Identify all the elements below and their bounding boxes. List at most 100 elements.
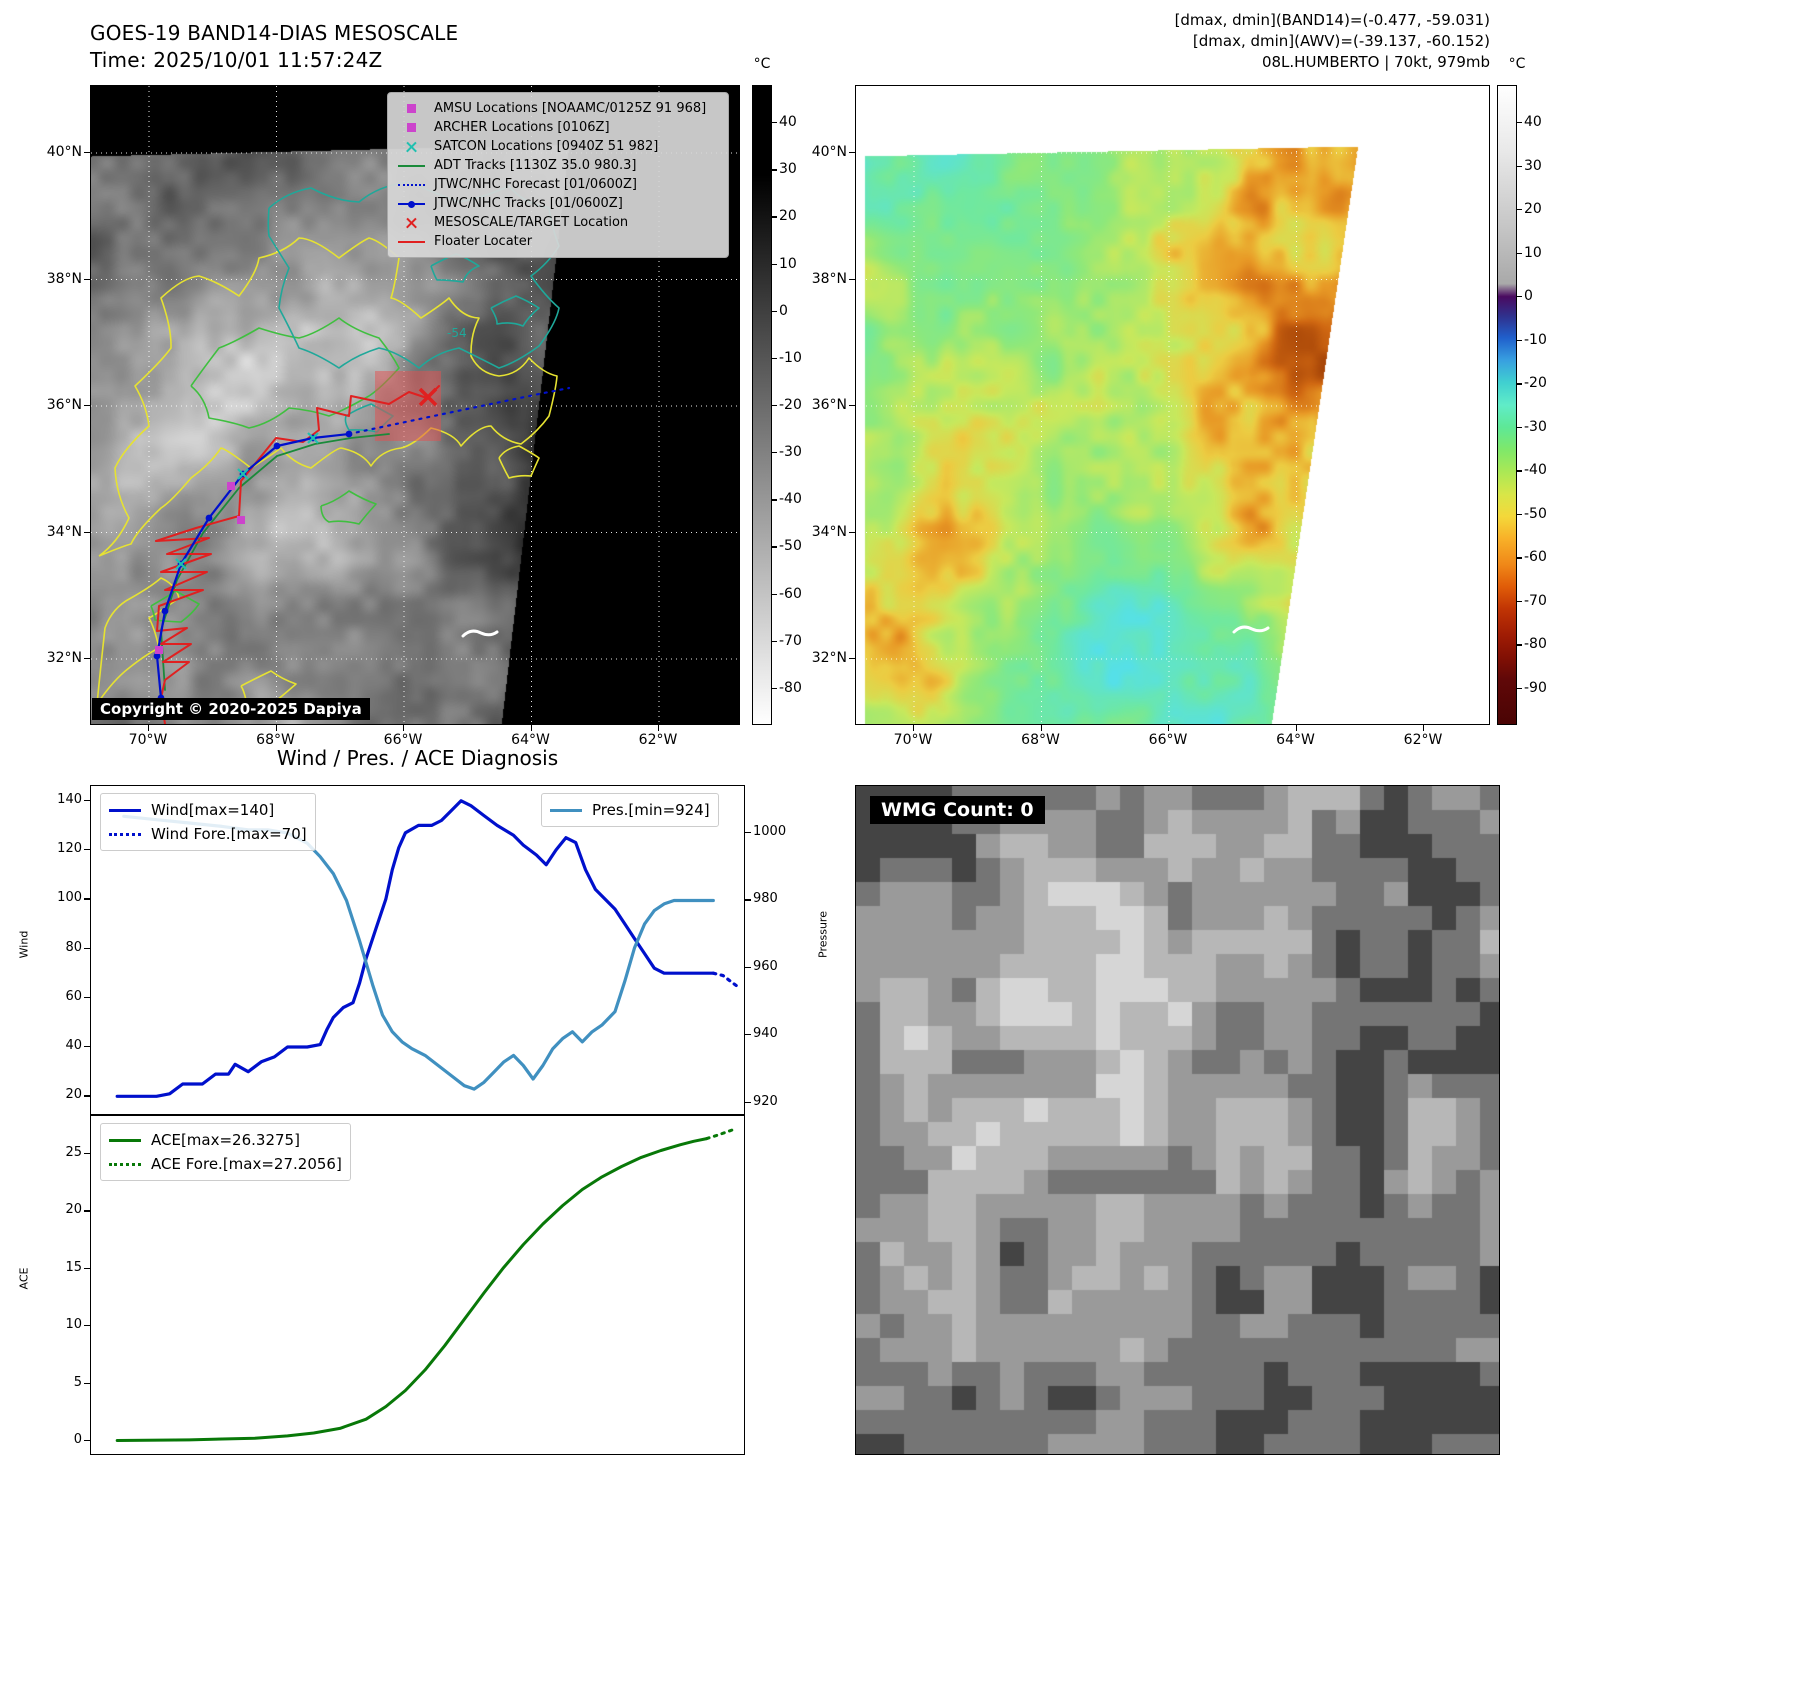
wmg-panel: WMG Count: 0 (855, 785, 1500, 1455)
axis-tick-mark (1517, 687, 1522, 690)
series-line (705, 1127, 738, 1141)
teal-contour (430, 253, 480, 283)
wind-legend: Wind[max=140] Wind Fore.[max=70] (100, 793, 316, 851)
axis-tick-mark (772, 263, 777, 265)
yellow-contour (240, 670, 297, 702)
colorbar-tick-label: -50 (779, 538, 802, 555)
axis-tick-mark (772, 357, 777, 360)
lat-tick-label: 32°N (811, 650, 847, 666)
lon-tick-label: 68°W (1021, 732, 1060, 748)
series-line (122, 814, 715, 1091)
colorbar-tick-label: -30 (1524, 418, 1547, 435)
mesoscale-target-box (375, 371, 441, 441)
jtwc-track-point (273, 442, 281, 450)
legend-item-label: SATCON Locations [0940Z 51 982] (434, 139, 659, 154)
axis-tick-mark (745, 966, 751, 969)
series-line (115, 1137, 709, 1442)
axis-tick-mark (849, 152, 855, 154)
colorbar-tick-label: -40 (1524, 462, 1547, 479)
white-cloud-mark (1232, 625, 1270, 634)
legend-item: Pres.[min=924] (550, 798, 710, 822)
legend-item: ACE[max=26.3275] (109, 1128, 342, 1152)
band14-colorbar (752, 85, 772, 725)
colorbar-tick-label: -10 (779, 349, 802, 366)
axis-tick-mark (1517, 470, 1522, 472)
ace-axis-label: ACE (17, 1267, 31, 1290)
axis-tick-mark (275, 725, 277, 731)
pressure-axis-label: Pressure (816, 911, 830, 958)
axis-tick-mark (772, 687, 777, 690)
y-tick-label: 120 (57, 841, 82, 857)
axis-tick-mark (84, 1210, 90, 1212)
wmg-image (856, 786, 1499, 1454)
wind-line-icon (109, 808, 141, 812)
legend-item: ACE Fore.[max=27.2056] (109, 1152, 342, 1176)
lon-tick-label: 70°W (128, 732, 168, 748)
colorbar-tick-label: -30 (779, 444, 802, 461)
series-line (115, 799, 715, 1098)
lon-tick-label: 66°W (383, 732, 423, 748)
axis-tick-mark (772, 546, 777, 548)
series-line (711, 971, 738, 988)
band14-title-line2: Time: 2025/10/01 11:57:24Z (90, 48, 383, 72)
jtwc-forecast-track (347, 386, 571, 436)
colorbar-tick-label: 10 (1524, 244, 1542, 261)
legend-item-label: MESOSCALE/TARGET Location (434, 215, 629, 230)
legend-item: SATCON Locations [0940Z 51 982] (396, 137, 720, 156)
colorbar-tick-label: 10 (779, 255, 797, 272)
legend-item: Floater Locater (396, 232, 720, 251)
axis-tick-mark (84, 849, 90, 851)
adt-track (160, 433, 390, 691)
awv-header: [dmax, dmin](BAND14)=(-0.477, -59.031) [… (1040, 10, 1490, 73)
axis-tick-mark (772, 499, 777, 501)
yellow-contour (98, 237, 558, 557)
axis-tick-mark (772, 310, 777, 312)
axis-tick-mark (530, 725, 532, 731)
axis-tick-mark (1517, 513, 1522, 516)
axis-tick-mark (1517, 644, 1522, 646)
axis-tick-mark (745, 1101, 751, 1103)
y-tick-label: 10 (65, 1317, 82, 1333)
axis-tick-mark (913, 725, 915, 731)
legend-item: MESOSCALE/TARGET Location (396, 213, 720, 232)
y-tick-label: 20 (65, 1087, 82, 1103)
colorbar-tick-label: -20 (779, 397, 802, 413)
floater-track (155, 385, 440, 542)
axis-tick-mark (84, 996, 90, 999)
colorbar-tick-label: -60 (779, 585, 802, 602)
colorbar-tick-label: 40 (779, 114, 797, 131)
lon-tick-label: 68°W (256, 732, 295, 748)
legend-item-label: ADT Tracks [1130Z 35.0 980.3] (434, 158, 637, 173)
band14-title: GOES-19 BAND14-DIAS MESOSCALE Time: 2025… (90, 20, 458, 74)
axis-tick-mark (1517, 122, 1522, 124)
colorbar-tick-label: -50 (1524, 505, 1547, 522)
y-tick-label: 5 (73, 1374, 82, 1390)
wind-axis-label: Wind (17, 930, 31, 959)
ace-line-icon (109, 1138, 141, 1142)
amsu-location-marker (227, 482, 235, 490)
colorbar-tick-label: -20 (1524, 375, 1547, 392)
awv-header-line2: [dmax, dmin](AWV)=(-39.137, -60.152) (1192, 32, 1490, 50)
axis-tick-mark (1517, 296, 1522, 298)
legend-item-label: ACE[max=26.3275] (151, 1131, 300, 1149)
teal-x-icon (396, 140, 426, 154)
legend-item-label: Floater Locater (434, 234, 533, 249)
band14-legend: AMSU Locations [NOAAMC/0125Z 91 968] ARCH… (387, 92, 729, 258)
axis-tick-mark (745, 899, 751, 901)
axis-tick-mark (772, 169, 777, 171)
colorbar-tick-label: -70 (1524, 592, 1547, 609)
magenta-square-icon (396, 102, 426, 116)
floater-track (155, 537, 212, 724)
axis-tick-mark (84, 1382, 90, 1384)
blue-dotted-icon (396, 178, 426, 192)
lat-tick-label: 40°N (811, 144, 847, 160)
axis-tick-mark (772, 122, 777, 124)
lat-tick-label: 38°N (46, 270, 82, 287)
y-tick-label: 20 (65, 1202, 82, 1218)
lat-tick-label: 40°N (46, 144, 82, 160)
red-line-icon (396, 235, 426, 249)
jtwc-track-point (205, 514, 213, 522)
axis-tick-mark (772, 640, 777, 643)
y-tick-label: 25 (65, 1144, 82, 1160)
y-tick-label: 15 (65, 1259, 82, 1275)
